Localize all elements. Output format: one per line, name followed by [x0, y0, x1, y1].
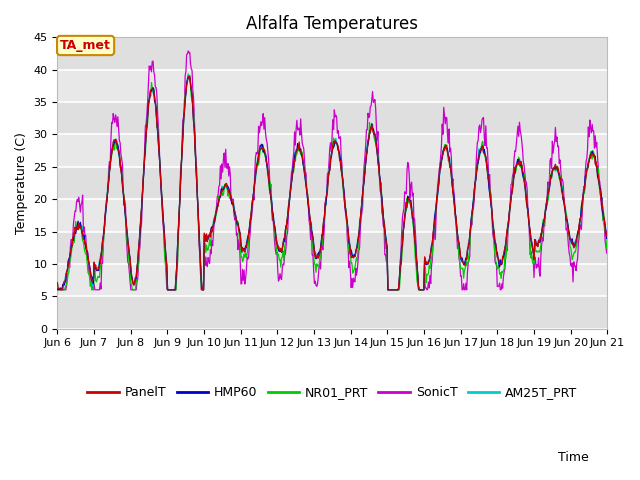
Bar	[58, 102, 607, 134]
Text: Time: Time	[558, 451, 589, 464]
Bar	[58, 264, 607, 296]
Title: Alfalfa Temperatures: Alfalfa Temperatures	[246, 15, 419, 33]
Bar	[58, 296, 607, 329]
Bar	[58, 70, 607, 102]
Bar	[58, 199, 607, 231]
Bar	[58, 134, 607, 167]
Bar	[58, 167, 607, 199]
Bar	[58, 37, 607, 70]
Text: TA_met: TA_met	[60, 39, 111, 52]
Y-axis label: Temperature (C): Temperature (C)	[15, 132, 28, 234]
Legend: PanelT, HMP60, NR01_PRT, SonicT, AM25T_PRT: PanelT, HMP60, NR01_PRT, SonicT, AM25T_P…	[83, 382, 582, 405]
Bar	[58, 231, 607, 264]
